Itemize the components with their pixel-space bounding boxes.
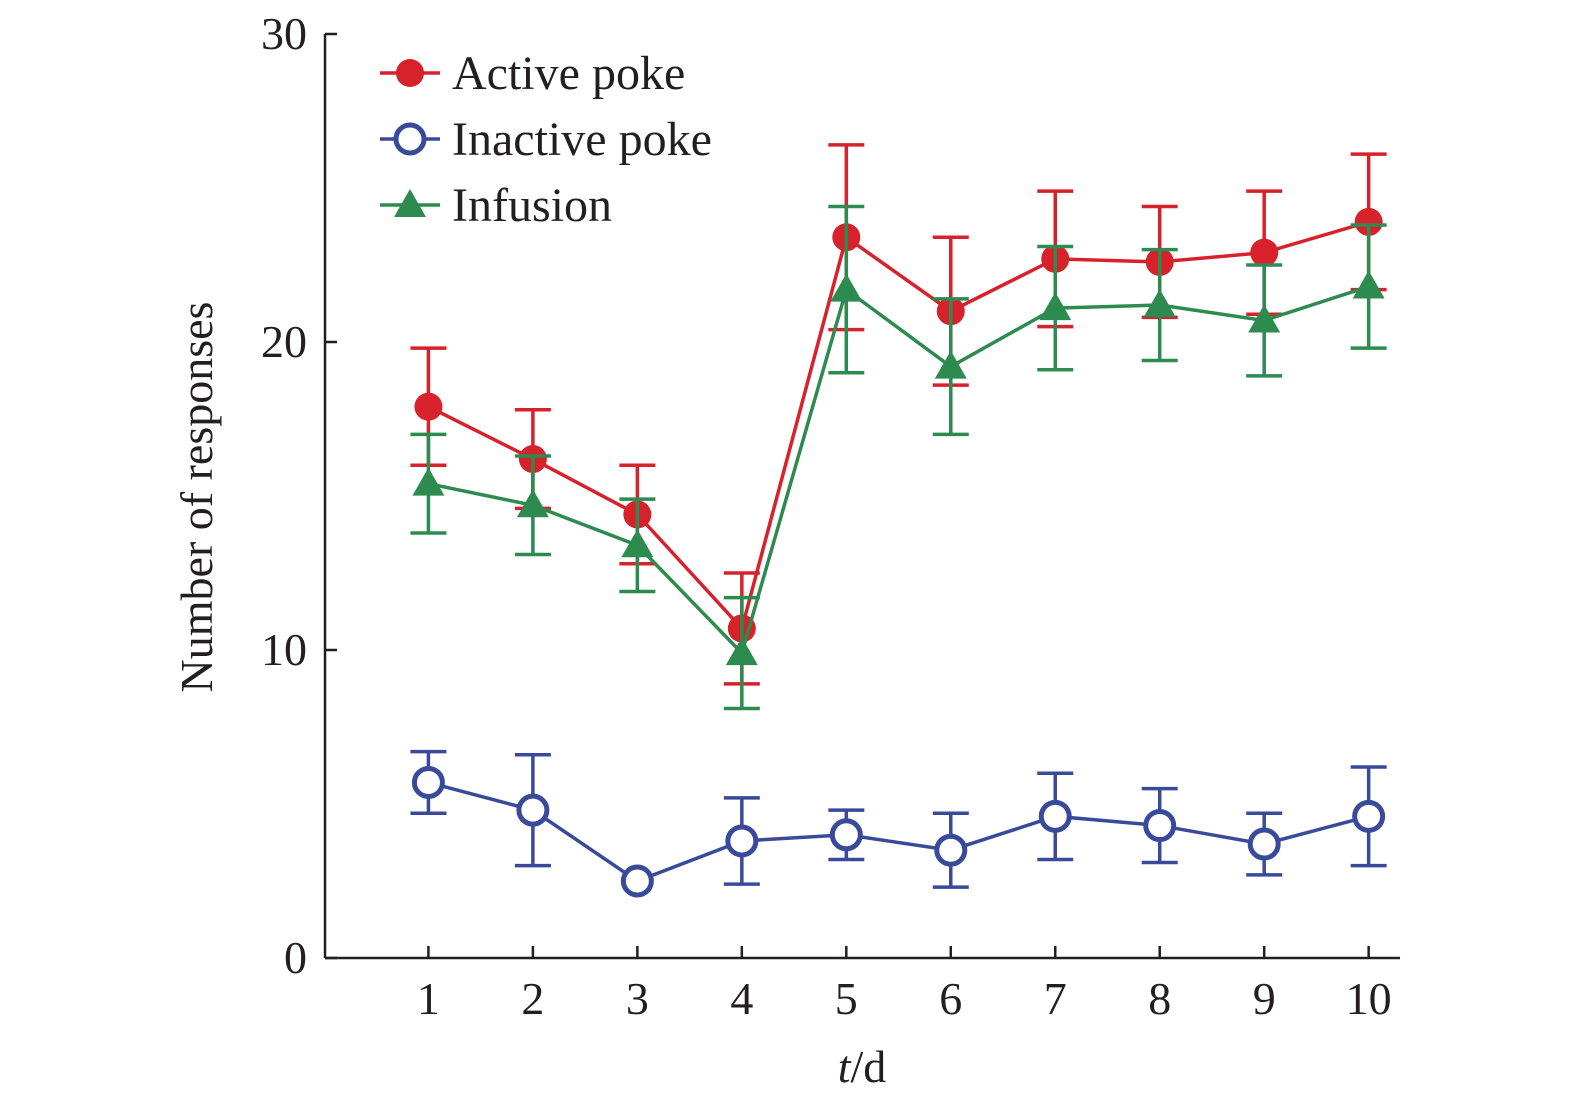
y-ticks: 0 10 20 30 [261,8,337,983]
data-point [934,350,967,379]
legend-marker [394,189,426,217]
data-point [1143,809,1177,843]
x-tick-label: 8 [1148,973,1171,1024]
data-point [411,765,445,799]
x-tick-label: 7 [1044,973,1067,1024]
data-point [934,833,968,867]
x-tick-label: 9 [1253,973,1276,1024]
data-point [414,392,443,421]
data-point [1038,799,1072,833]
data-point [725,637,758,666]
legend-item-inactive-poke: Inactive poke [380,113,712,166]
y-tick-label: 10 [261,624,307,675]
x-axis-title-unit: /d [851,1041,887,1092]
x-ticks: 1 2 3 4 5 6 7 8 9 10 [417,946,1392,1024]
series-infusion [410,204,1387,711]
data-point [1352,270,1385,299]
data-point [516,793,550,827]
data-point [830,273,863,302]
x-axis-title: t/d [838,1041,887,1092]
x-tick-label: 2 [521,973,544,1024]
x-tick-label: 3 [626,973,649,1024]
legend-marker [393,122,427,156]
data-point [620,864,654,898]
y-tick-label: 30 [261,8,307,59]
data-point [1250,238,1279,267]
x-tick-label: 10 [1346,973,1392,1024]
legend: Active poke Inactive poke Infusion [380,47,712,232]
x-tick-label: 6 [939,973,962,1024]
data-point [725,824,759,858]
data-point [621,529,654,558]
series-line [428,284,1370,657]
series-line [427,220,1370,632]
data-point [1352,799,1386,833]
data-point [1039,292,1072,321]
data-point [829,818,863,852]
plot-area [410,143,1387,898]
data-point [1354,207,1383,236]
data-point [1143,289,1176,318]
data-point [516,489,549,518]
legend-label: Infusion [452,179,612,232]
y-tick-label: 0 [284,932,307,983]
legend-item-infusion: Infusion [380,179,612,232]
x-tick-label: 5 [835,973,858,1024]
data-point [1248,304,1281,333]
legend-label: Active poke [452,47,685,100]
legend-item-active-poke: Active poke [380,47,685,100]
y-axis-title: Number of responses [171,302,222,693]
legend-marker [396,59,424,87]
x-axis-title-italic: t [838,1041,852,1092]
data-point [1247,827,1281,861]
x-tick-label: 4 [730,973,753,1024]
data-point [412,467,445,496]
x-tick-label: 1 [417,973,440,1024]
axes: 0 10 20 30 1 2 3 4 5 6 7 8 9 10 t/d Number of respon… [171,8,1400,1092]
legend-label: Inactive poke [452,113,712,166]
y-tick-label: 20 [261,316,307,367]
series-line [427,780,1370,883]
series-inactive-poke [410,749,1387,898]
